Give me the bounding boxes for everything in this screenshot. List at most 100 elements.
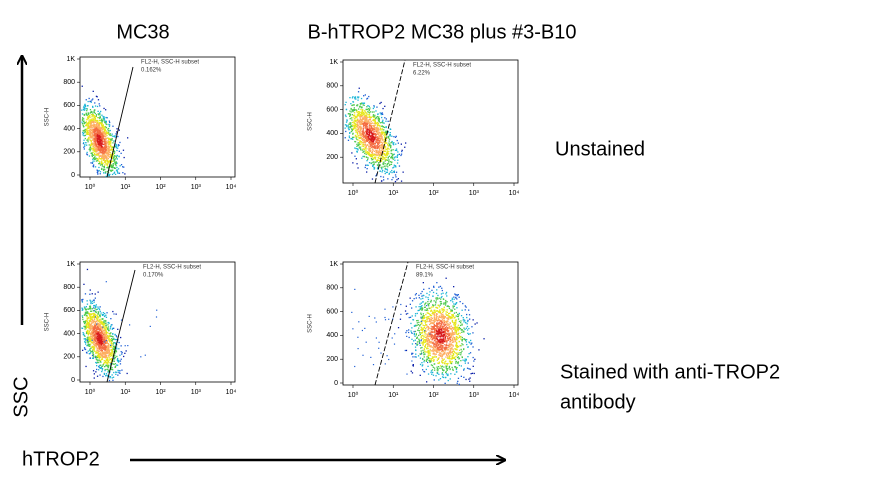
event-dot	[90, 100, 92, 102]
event-dot	[459, 327, 462, 330]
event-dot	[384, 146, 386, 149]
event-dot	[373, 163, 375, 165]
event-dot	[95, 325, 97, 327]
event-dot	[100, 136, 103, 138]
event-dot	[436, 367, 439, 370]
event-dot	[103, 107, 105, 110]
event-dot	[144, 354, 146, 356]
event-dot	[98, 141, 100, 144]
event-dot	[117, 135, 119, 138]
event-dot	[375, 161, 377, 163]
event-dot	[98, 365, 100, 367]
event-dot	[97, 347, 99, 350]
event-dot	[82, 132, 85, 134]
event-dot	[82, 126, 85, 128]
event-dot	[88, 97, 90, 100]
event-dot	[375, 122, 377, 124]
event-dot	[461, 331, 463, 333]
event-dot	[362, 117, 365, 119]
event-dot	[92, 126, 94, 128]
event-dot	[87, 131, 90, 133]
y-tick-label: 600	[326, 106, 338, 113]
event-dot	[99, 125, 101, 127]
event-dot	[387, 152, 389, 154]
event-dot	[103, 129, 105, 131]
event-dot	[360, 121, 363, 124]
event-dot	[358, 121, 360, 123]
event-dot	[106, 368, 108, 371]
event-dot	[369, 142, 371, 144]
event-dot	[83, 320, 85, 323]
event-dot	[96, 143, 98, 145]
event-dot	[449, 338, 452, 341]
event-dot	[358, 145, 360, 147]
event-dot	[114, 159, 116, 162]
event-dot	[373, 127, 375, 129]
event-dot	[86, 317, 88, 319]
event-dot	[108, 370, 110, 372]
event-dot	[94, 132, 96, 134]
event-dot	[118, 370, 120, 372]
event-dot	[97, 129, 100, 131]
event-dot	[92, 105, 94, 108]
event-dot	[108, 156, 110, 158]
event-dot	[99, 145, 101, 148]
event-dot	[85, 312, 88, 314]
event-dot	[102, 341, 104, 343]
event-dot	[112, 125, 114, 127]
event-dot	[366, 114, 368, 116]
event-dot	[92, 320, 94, 322]
event-dot	[87, 125, 90, 127]
event-dot	[443, 347, 446, 349]
event-dot	[380, 167, 383, 169]
event-dot	[376, 131, 378, 133]
event-dot	[381, 157, 383, 160]
event-dot	[88, 126, 91, 128]
event-dot	[351, 109, 353, 111]
event-dot	[83, 322, 86, 325]
event-dot	[97, 135, 99, 137]
event-dot	[94, 331, 97, 334]
event-dot	[85, 124, 87, 126]
event-dot	[398, 153, 400, 155]
event-dot	[112, 338, 114, 340]
y-tick-label: 1K	[66, 261, 75, 268]
event-dot	[352, 133, 354, 135]
event-dot	[98, 144, 100, 147]
event-dot	[439, 347, 441, 349]
event-dot	[347, 127, 349, 129]
event-dot	[84, 341, 87, 343]
event-dot	[371, 142, 373, 145]
event-dot	[367, 158, 369, 161]
event-dot	[114, 135, 116, 137]
event-dot	[380, 137, 382, 140]
event-dot	[384, 170, 386, 172]
event-dot	[114, 163, 117, 165]
event-dot	[116, 170, 118, 173]
event-dot	[419, 303, 421, 305]
event-dot	[428, 343, 430, 346]
event-dot	[109, 364, 112, 366]
event-dot	[102, 125, 104, 127]
event-dot	[386, 136, 388, 138]
event-dot	[113, 155, 116, 157]
event-dot	[363, 104, 365, 106]
event-dot	[420, 313, 422, 316]
event-dot	[96, 128, 98, 130]
event-dot	[366, 133, 368, 136]
event-dot	[377, 141, 379, 143]
event-dot	[113, 158, 115, 160]
event-dot	[444, 338, 446, 340]
event-dot	[381, 152, 383, 155]
event-dot	[98, 332, 100, 334]
event-dot	[379, 157, 381, 160]
event-dot	[385, 126, 387, 129]
event-dot	[107, 364, 109, 366]
event-dot	[97, 120, 99, 122]
event-dot	[104, 312, 106, 315]
y-tick-label: 800	[63, 79, 75, 86]
event-dot	[113, 135, 115, 138]
event-dot	[101, 127, 103, 130]
event-dot	[366, 116, 368, 119]
event-dot	[350, 122, 352, 124]
